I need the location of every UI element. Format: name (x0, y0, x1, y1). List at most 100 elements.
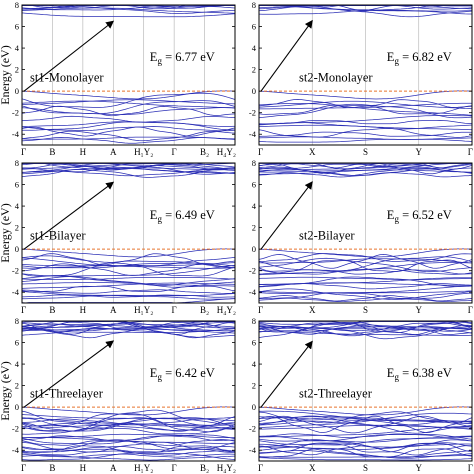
band-line (258, 254, 473, 269)
band-line (21, 427, 236, 435)
k-point-label: S (363, 463, 368, 473)
band-line (258, 269, 473, 275)
y-tick-label: -2 (249, 108, 256, 118)
k-point-label: Γ (21, 305, 26, 315)
y-tick-label: 6 (252, 338, 256, 348)
k-point-label: Y (416, 463, 423, 473)
band-line (258, 100, 473, 110)
band-line (21, 455, 236, 461)
panel-title: st1-Threelayer (30, 386, 104, 400)
band-line (21, 417, 236, 433)
band-line (258, 276, 473, 287)
k-point-label: Γ (172, 463, 177, 473)
band-line (21, 170, 236, 177)
k-point-label: Γ (258, 463, 263, 473)
band-line (21, 130, 236, 142)
band-gap-symbol: E (387, 208, 395, 222)
k-point-label: Γ (172, 147, 177, 157)
band-line (21, 107, 236, 115)
band-line (258, 443, 473, 453)
band-line (21, 105, 236, 117)
band-line (258, 103, 473, 116)
y-axis-label: Energy (eV) (0, 361, 12, 420)
band-line (258, 168, 473, 176)
y-tick-label: 0 (252, 244, 256, 254)
y-tick-label: 6 (252, 180, 256, 190)
band-line (21, 446, 236, 451)
k-point-label: A (110, 305, 117, 315)
band-line (258, 446, 473, 459)
band-gap-value: = 6.42 eV (162, 366, 215, 380)
band-line (21, 99, 236, 105)
band-line (22, 433, 235, 439)
band-line (21, 264, 236, 277)
band-line (258, 124, 473, 131)
band-line (258, 326, 473, 332)
band-line (258, 257, 473, 272)
panel-title: st2-Bilayer (299, 228, 355, 242)
band-line (258, 268, 473, 275)
band-gap-label: Eg = 6.38 eV (387, 366, 452, 382)
k-point-label: H₄Y₂ (217, 147, 236, 157)
band-line (21, 12, 236, 18)
band-panel-4: -4 -2 0 2 4 6 8 Γ X S Y Γ Eg = 6.52 eV st2-Bilayer (249, 158, 473, 315)
y-tick-label: 8 (15, 316, 19, 326)
band-gap-symbol: E (150, 208, 158, 222)
band-gap-subscript: g (394, 372, 399, 382)
k-point-label: Γ (468, 305, 473, 315)
band-line (21, 6, 236, 11)
y-tick-label: -2 (12, 266, 19, 276)
band-line (258, 90, 473, 100)
y-tick-label: 0 (15, 244, 19, 254)
y-tick-label: -2 (249, 266, 256, 276)
band-line (258, 321, 473, 329)
y-tick-label: 8 (252, 158, 256, 168)
band-line (258, 295, 473, 302)
k-point-label: S (363, 305, 368, 315)
k-point-label: Γ (468, 463, 473, 473)
band-line (21, 294, 236, 298)
y-tick-label: 2 (252, 65, 256, 75)
band-gap-label: Eg = 6.82 eV (387, 50, 452, 66)
band-line (21, 282, 236, 287)
y-tick-label: 8 (15, 158, 19, 168)
band-gap-subscript: g (157, 56, 162, 66)
y-tick-label: 2 (252, 381, 256, 391)
band-line (258, 297, 473, 302)
y-tick-label: -2 (12, 108, 19, 118)
band-panel-3: -4 -2 0 2 4 6 8 Γ B H A H₁Y₂ Γ B₂ H₄Y₂ Energy (eV) Eg = … (0, 158, 236, 315)
band-gap-subscript: g (157, 214, 162, 224)
band-line (21, 137, 236, 144)
y-tick-label: -4 (12, 445, 20, 455)
y-tick-label: -2 (249, 424, 256, 434)
y-tick-label: 2 (15, 223, 19, 233)
k-point-label: X (309, 463, 316, 473)
band-line (258, 139, 473, 143)
y-tick-label: -4 (12, 287, 20, 297)
k-point-label: H₄Y₂ (217, 463, 236, 473)
k-point-label: H (80, 305, 87, 315)
band-gap-value: = 6.38 eV (399, 366, 452, 380)
band-gap-arrow (260, 340, 313, 408)
band-line (258, 322, 473, 328)
band-panel-1: -4 -2 0 2 4 6 8 Γ B H A H₁Y₂ Γ B₂ H₄Y₂ Energy (eV) Eg = … (0, 0, 236, 157)
y-tick-label: 8 (252, 316, 256, 326)
band-line (258, 437, 473, 446)
band-line (21, 163, 236, 175)
band-line (258, 415, 473, 433)
band-gap-label: Eg = 6.77 eV (150, 50, 215, 66)
band-gap-arrow (260, 181, 313, 250)
band-line (21, 90, 236, 100)
k-point-label: Γ (21, 463, 26, 473)
panel-frame (258, 320, 473, 462)
band-gap-arrow (260, 19, 313, 92)
band-gap-arrow (23, 20, 115, 92)
band-gap-label: Eg = 6.49 eV (150, 208, 215, 224)
band-line (258, 276, 473, 281)
y-axis-label: Energy (eV) (0, 45, 12, 104)
band-gap-subscript: g (394, 56, 399, 66)
band-gap-value: = 6.82 eV (399, 50, 452, 64)
y-tick-label: 8 (15, 0, 19, 10)
band-line (21, 289, 236, 294)
y-tick-label: 0 (252, 86, 256, 96)
